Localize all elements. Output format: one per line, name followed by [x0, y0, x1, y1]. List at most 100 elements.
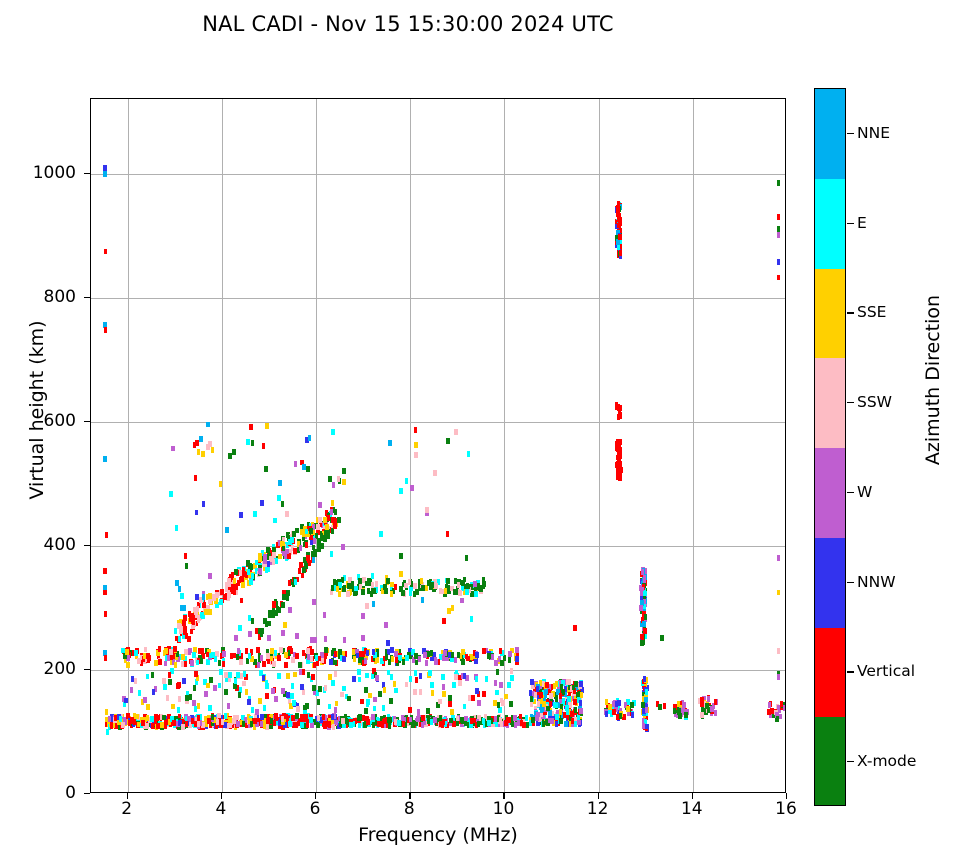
echo-pixel — [366, 719, 370, 726]
colorbar-segment-x-mode[interactable] — [815, 717, 845, 805]
echo-pixel — [304, 563, 308, 570]
echo-pixel — [575, 685, 579, 691]
echo-pixel — [269, 655, 274, 662]
colorbar-segment-nne[interactable] — [815, 89, 845, 179]
echo-pixel — [194, 509, 199, 516]
echo-pixel — [570, 711, 574, 718]
echo-pixel — [227, 578, 231, 585]
colorbar-tick — [847, 491, 854, 494]
echo-pixel — [309, 534, 313, 541]
echo-pixel — [214, 597, 218, 604]
echo-pixel — [266, 560, 271, 567]
echo-pixel — [170, 716, 174, 722]
echo-pixel — [713, 699, 718, 706]
echo-pixel — [179, 605, 184, 611]
echo-pixel — [700, 697, 704, 704]
echo-pixel — [324, 647, 328, 653]
echo-pixel — [103, 584, 107, 591]
echo-pixel — [315, 689, 319, 696]
colorbar-segment-sse[interactable] — [815, 268, 845, 359]
echo-pixel — [205, 659, 210, 666]
echo-pixel — [199, 657, 204, 664]
echo-pixel — [615, 438, 620, 445]
echo-pixel — [296, 706, 300, 712]
echo-pixel — [438, 698, 442, 705]
echo-pixel — [705, 703, 709, 709]
echo-pixel — [180, 592, 184, 599]
echo-pixel — [533, 705, 538, 712]
ionogram-plot-area[interactable] — [90, 98, 786, 793]
echo-pixel — [318, 521, 323, 528]
echo-pixel — [235, 714, 240, 721]
echo-pixel — [316, 722, 320, 729]
echo-pixel — [494, 660, 498, 667]
echo-pixel — [413, 582, 417, 589]
echo-pixel — [287, 552, 291, 559]
echo-pixel — [556, 688, 560, 695]
echo-pixel — [478, 585, 482, 592]
x-axis-tick-label: 4 — [215, 799, 227, 819]
echo-pixel — [195, 659, 200, 666]
echo-pixel — [257, 653, 262, 660]
colorbar-segment-nnw[interactable] — [815, 537, 845, 628]
echo-pixel — [397, 648, 402, 655]
echo-pixel — [205, 651, 210, 658]
echo-pixel — [300, 721, 304, 728]
echo-pixel — [282, 590, 286, 597]
echo-pixel — [348, 589, 353, 596]
echo-pixel — [234, 569, 238, 576]
echo-pixel — [322, 658, 326, 664]
azimuth-colorbar[interactable] — [814, 88, 846, 806]
echo-pixel — [265, 649, 270, 656]
echo-pixel — [192, 700, 196, 706]
x-axis-tick-label: 8 — [403, 799, 415, 819]
x-axis-tick-label: 2 — [121, 799, 133, 819]
colorbar-segment-e[interactable] — [815, 178, 845, 269]
echo-pixel — [200, 647, 205, 654]
echo-pixel — [641, 583, 646, 590]
echo-pixel — [246, 439, 250, 445]
echo-pixel — [571, 684, 576, 691]
echo-pixel — [540, 694, 544, 701]
echo-pixel — [283, 722, 287, 728]
echo-pixel — [477, 714, 481, 721]
echo-pixel — [408, 716, 413, 723]
echo-pixel — [268, 556, 273, 563]
echo-pixel — [122, 700, 127, 707]
colorbar-segment-w[interactable] — [815, 448, 845, 538]
colorbar-segment-vertical[interactable] — [815, 627, 845, 718]
echo-pixel — [513, 714, 517, 721]
echo-pixel — [415, 588, 419, 595]
echo-pixel — [224, 581, 229, 588]
echo-pixel — [465, 675, 469, 682]
echo-pixel — [417, 578, 422, 585]
echo-pixel — [776, 555, 781, 562]
colorbar-segment-ssw[interactable] — [815, 358, 845, 448]
echo-pixel — [422, 648, 426, 654]
echo-pixel — [450, 585, 454, 592]
echo-pixel — [181, 723, 185, 730]
echo-pixel — [554, 696, 559, 702]
echo-pixel — [447, 608, 451, 614]
echo-pixel — [368, 692, 372, 699]
echo-pixel — [618, 228, 623, 234]
echo-pixel — [305, 703, 309, 710]
gridline-vertical — [127, 99, 129, 792]
echo-pixel — [316, 523, 320, 530]
echo-pixel — [188, 693, 193, 700]
echo-pixel — [232, 683, 237, 689]
echo-pixel — [301, 669, 305, 676]
echo-pixel — [105, 729, 110, 735]
echo-pixel — [475, 688, 479, 695]
echo-pixel — [484, 720, 489, 727]
echo-pixel — [303, 707, 307, 714]
echo-pixel — [380, 657, 384, 664]
echo-pixel — [408, 675, 413, 682]
echo-pixel — [554, 691, 558, 698]
x-axis-tick — [126, 793, 129, 799]
echo-pixel — [118, 716, 123, 723]
echo-pixel — [462, 576, 467, 583]
echo-pixel — [208, 652, 213, 659]
echo-pixel — [639, 604, 643, 611]
echo-pixel — [561, 688, 565, 695]
